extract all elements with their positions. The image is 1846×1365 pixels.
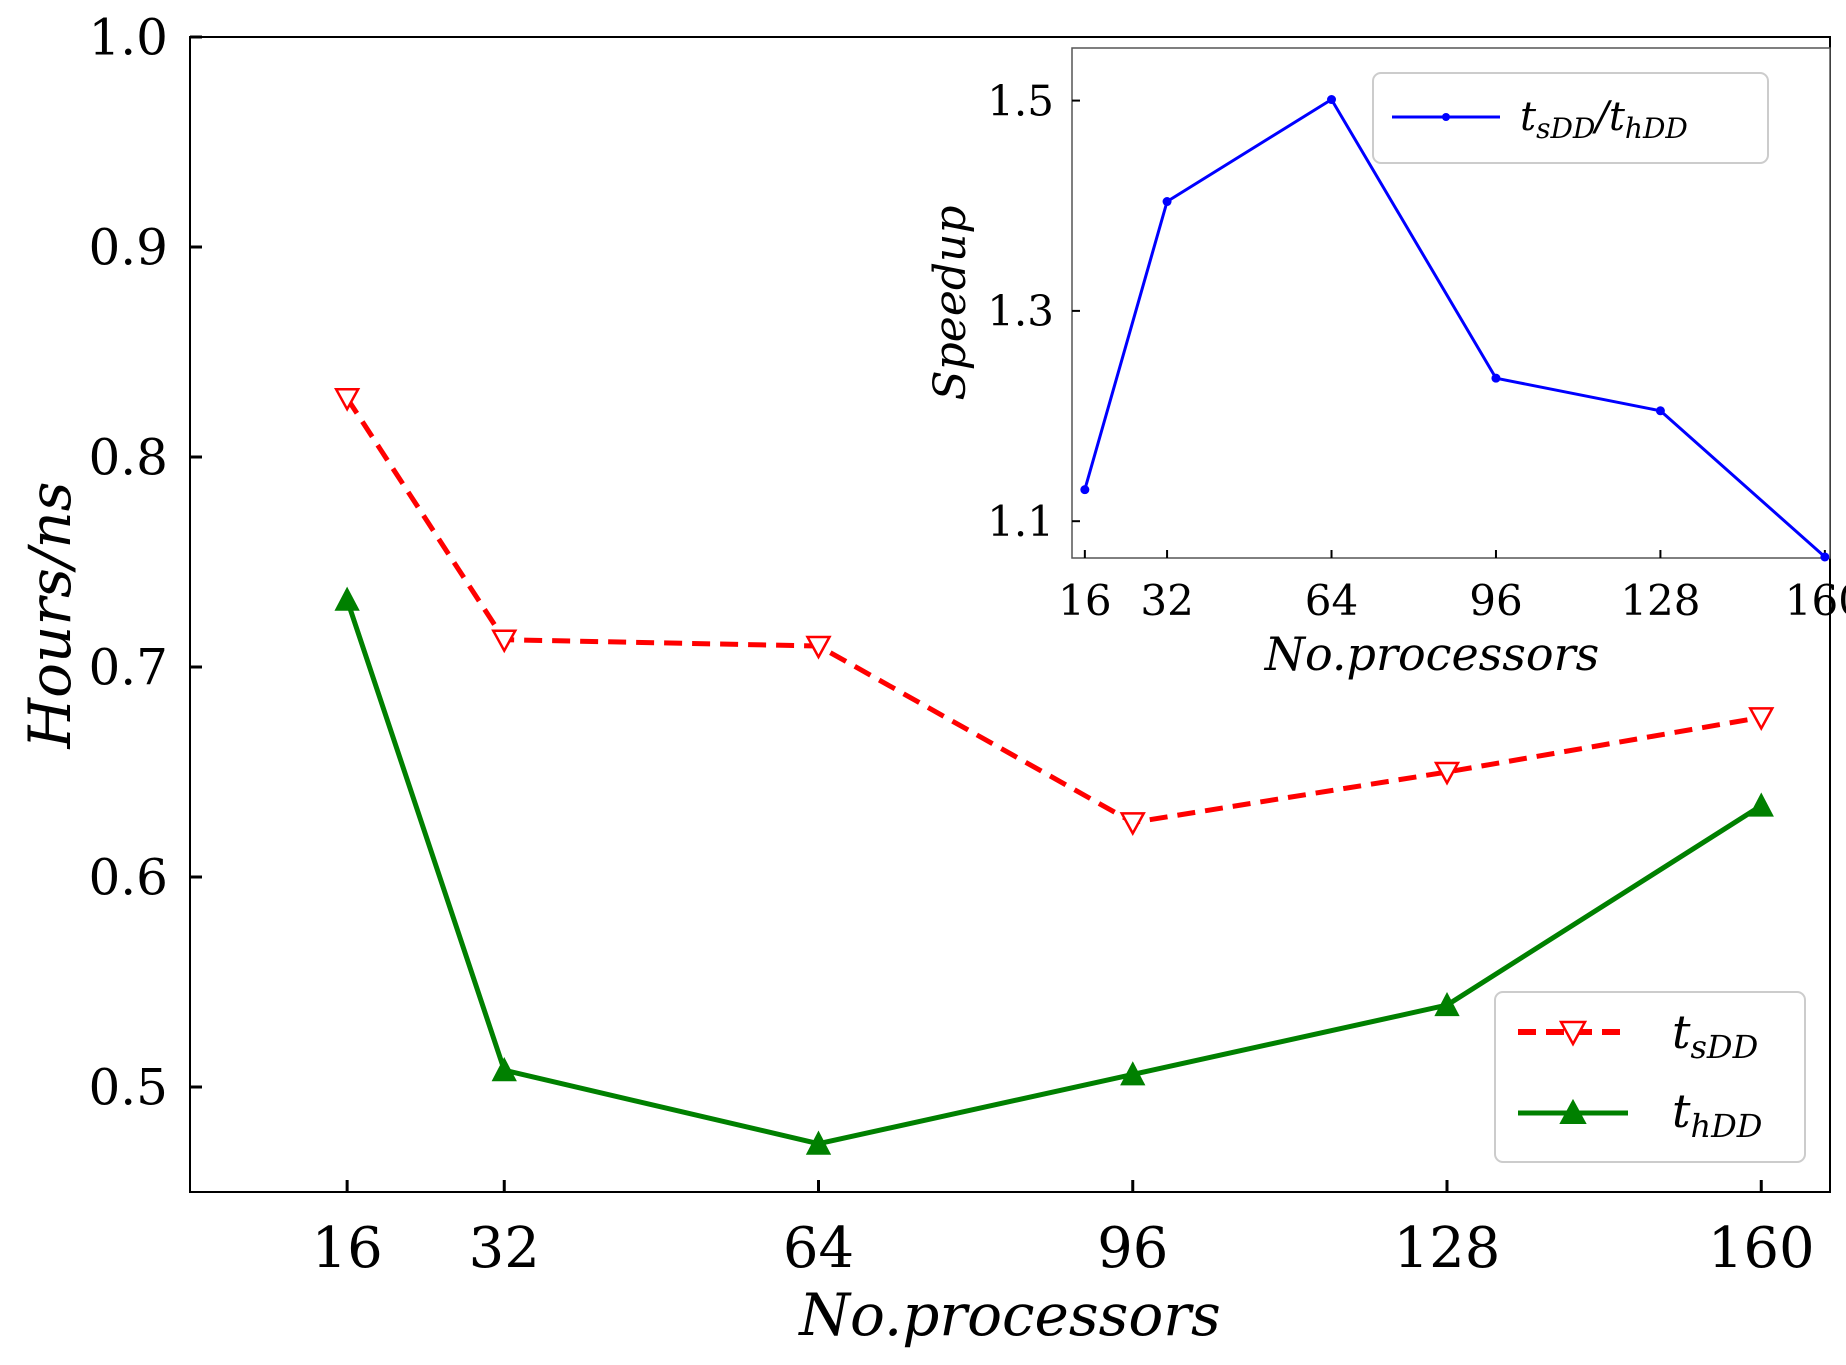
main-data-point-t-sdd bbox=[1119, 812, 1146, 836]
main-plot: 0.5 0.6 0.7 0.8 0.9 1.0 16 32 64 96 128 160 No.pro… bbox=[16, 9, 1831, 1349]
main-series-line-t-hdd bbox=[344, 599, 1763, 1147]
main-data-point-t-hdd bbox=[334, 586, 360, 611]
inset-ytick-label: 1.3 bbox=[987, 287, 1054, 336]
inset-xtick-label: 128 bbox=[1620, 576, 1700, 625]
main-series-line-t-sdd bbox=[345, 396, 1762, 825]
inset-legend-marker bbox=[1442, 113, 1450, 121]
main-ytick-label: 0.6 bbox=[88, 849, 168, 907]
inset-data-point-t-sdd-t-hdd bbox=[1080, 485, 1090, 495]
main-plot-frame bbox=[189, 36, 1831, 1193]
legend-label-tsdd-base: t bbox=[1672, 1005, 1691, 1059]
main-data-point-t-hdd bbox=[1748, 792, 1774, 817]
legend-label-thdd-base: t bbox=[1672, 1084, 1691, 1138]
legend-label-thdd-sub: hDD bbox=[1691, 1107, 1763, 1145]
main-data-point-t-sdd bbox=[1433, 761, 1461, 786]
main-series-layer bbox=[334, 387, 1775, 1155]
inset-legend-label-sub2: hDD bbox=[1625, 112, 1688, 145]
inset-ytick-label: 1.1 bbox=[987, 497, 1054, 546]
inset-x-axis-title: No.processors bbox=[1264, 627, 1599, 681]
inset-data-point-t-sdd-t-hdd bbox=[1655, 406, 1665, 416]
inset-legend-frame bbox=[1372, 72, 1769, 164]
main-data-point-t-hdd bbox=[805, 1130, 832, 1155]
inset-data-point-t-sdd-t-hdd bbox=[1491, 373, 1501, 383]
main-y-axis: 0.5 0.6 0.7 0.8 0.9 1.0 bbox=[88, 9, 202, 1117]
main-xtick-label: 64 bbox=[783, 1216, 854, 1281]
main-ytick-label: 1.0 bbox=[88, 9, 168, 67]
main-data-point-t-hdd bbox=[1434, 991, 1460, 1017]
main-xtick-label: 128 bbox=[1394, 1216, 1501, 1281]
main-data-point-t-sdd bbox=[1748, 707, 1775, 731]
inset-xtick-label: 96 bbox=[1469, 576, 1522, 625]
inset-y-axis: 1.1 1.3 1.5 bbox=[987, 76, 1080, 546]
inset-data-point-t-sdd-t-hdd bbox=[1162, 197, 1172, 207]
inset-xtick-label: 64 bbox=[1305, 576, 1358, 625]
main-data-point-t-hdd bbox=[491, 1057, 517, 1082]
inset-legend-label-base2: t bbox=[1609, 94, 1626, 140]
inset-data-point-t-sdd-t-hdd bbox=[1820, 552, 1830, 562]
main-data-point-t-hdd bbox=[1120, 1061, 1146, 1086]
legend-marker-thdd bbox=[1559, 1098, 1587, 1124]
inset-series-layer bbox=[1080, 95, 1830, 562]
inset-legend: tsDD/thDD bbox=[1372, 72, 1769, 164]
main-data-point-t-sdd bbox=[334, 387, 361, 412]
main-xtick-label: 160 bbox=[1708, 1216, 1815, 1281]
inset-y-axis-title: Speedup bbox=[925, 205, 976, 400]
main-ytick-label: 0.7 bbox=[88, 639, 168, 697]
main-y-axis-title: Hours/ns bbox=[16, 481, 84, 749]
inset-xtick-label: 160 bbox=[1785, 576, 1846, 625]
inset-legend-label-sep: / bbox=[1591, 94, 1612, 140]
inset-legend-label-sub: sDD bbox=[1536, 112, 1595, 145]
main-xtick-label: 32 bbox=[469, 1216, 540, 1281]
inset-ytick-label: 1.5 bbox=[987, 76, 1054, 125]
main-data-point-t-sdd bbox=[805, 635, 832, 660]
legend-label-thdd: thDD bbox=[1672, 1084, 1762, 1145]
inset-plot: 1.1 1.3 1.5 16 32 64 96 128 160 No.processors S… bbox=[925, 47, 1846, 681]
legend-label-tsdd-sub: sDD bbox=[1691, 1028, 1759, 1066]
main-ytick-label: 0.5 bbox=[88, 1059, 168, 1117]
inset-data-point-t-sdd-t-hdd bbox=[1327, 95, 1337, 105]
inset-series-line-t-sdd-t-hdd bbox=[1083, 98, 1826, 559]
legend-marker-tsdd bbox=[1558, 1020, 1588, 1047]
main-ytick-label: 0.8 bbox=[88, 429, 168, 487]
inset-xtick-label: 16 bbox=[1058, 576, 1111, 625]
main-data-point-t-sdd bbox=[491, 629, 518, 654]
main-legend: tsDD thDD bbox=[1494, 991, 1806, 1163]
legend-label-tsdd: tsDD bbox=[1672, 1005, 1758, 1066]
main-ytick-label: 0.9 bbox=[88, 219, 168, 277]
main-xtick-label: 16 bbox=[311, 1216, 382, 1281]
main-x-axis: 16 32 64 96 128 160 bbox=[311, 1180, 1815, 1281]
inset-xtick-label: 32 bbox=[1140, 576, 1193, 625]
inset-plot-frame bbox=[1071, 47, 1831, 559]
main-xtick-label: 96 bbox=[1097, 1216, 1168, 1281]
inset-legend-label-base: t bbox=[1520, 94, 1537, 140]
inset-x-axis: 16 32 64 96 128 160 bbox=[1058, 550, 1846, 625]
main-x-axis-title: No.processors bbox=[797, 1281, 1221, 1349]
inset-legend-label: tsDD/thDD bbox=[1520, 94, 1688, 145]
